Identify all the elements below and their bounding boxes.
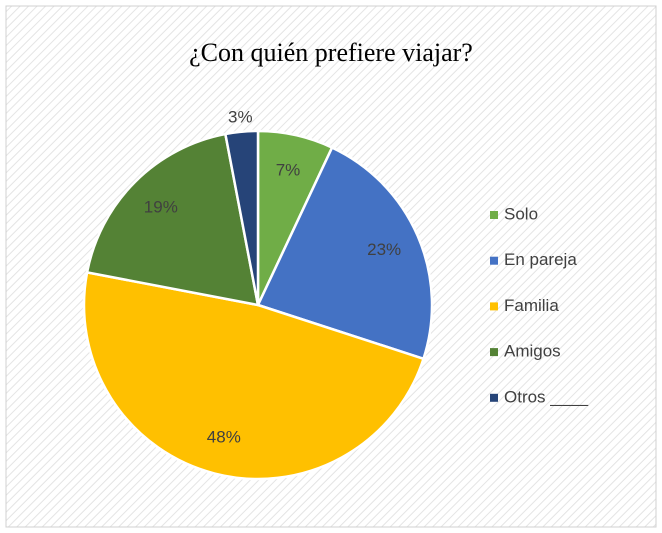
legend-marker: [490, 393, 498, 402]
legend-label: En pareja: [504, 250, 577, 269]
legend-label: Otros ____: [504, 387, 589, 406]
legend-label: Amigos: [504, 342, 561, 361]
data-label: 3%: [228, 107, 253, 126]
pie-slice: [223, 129, 260, 306]
data-label: 23%: [367, 240, 401, 259]
legend: Solo En pareja Familia Amigos Otros ____: [490, 204, 589, 406]
legend-marker: [490, 348, 498, 357]
pie-slice: [256, 145, 434, 361]
data-label: 19%: [144, 197, 178, 216]
legend-label: Solo: [504, 204, 538, 223]
legend-marker: [490, 211, 498, 219]
legend-label: Familia: [504, 296, 559, 315]
chart-title: ¿Con quién prefiere viajar?: [189, 38, 473, 67]
legend-marker: [490, 256, 498, 265]
pie-slice: [85, 132, 260, 307]
data-label: 48%: [207, 428, 241, 447]
legend-marker: [490, 302, 498, 311]
pie-slice: [82, 270, 426, 481]
pie: 7% 23% 48% 19% 3%: [82, 107, 434, 481]
data-label: 7%: [276, 160, 301, 179]
